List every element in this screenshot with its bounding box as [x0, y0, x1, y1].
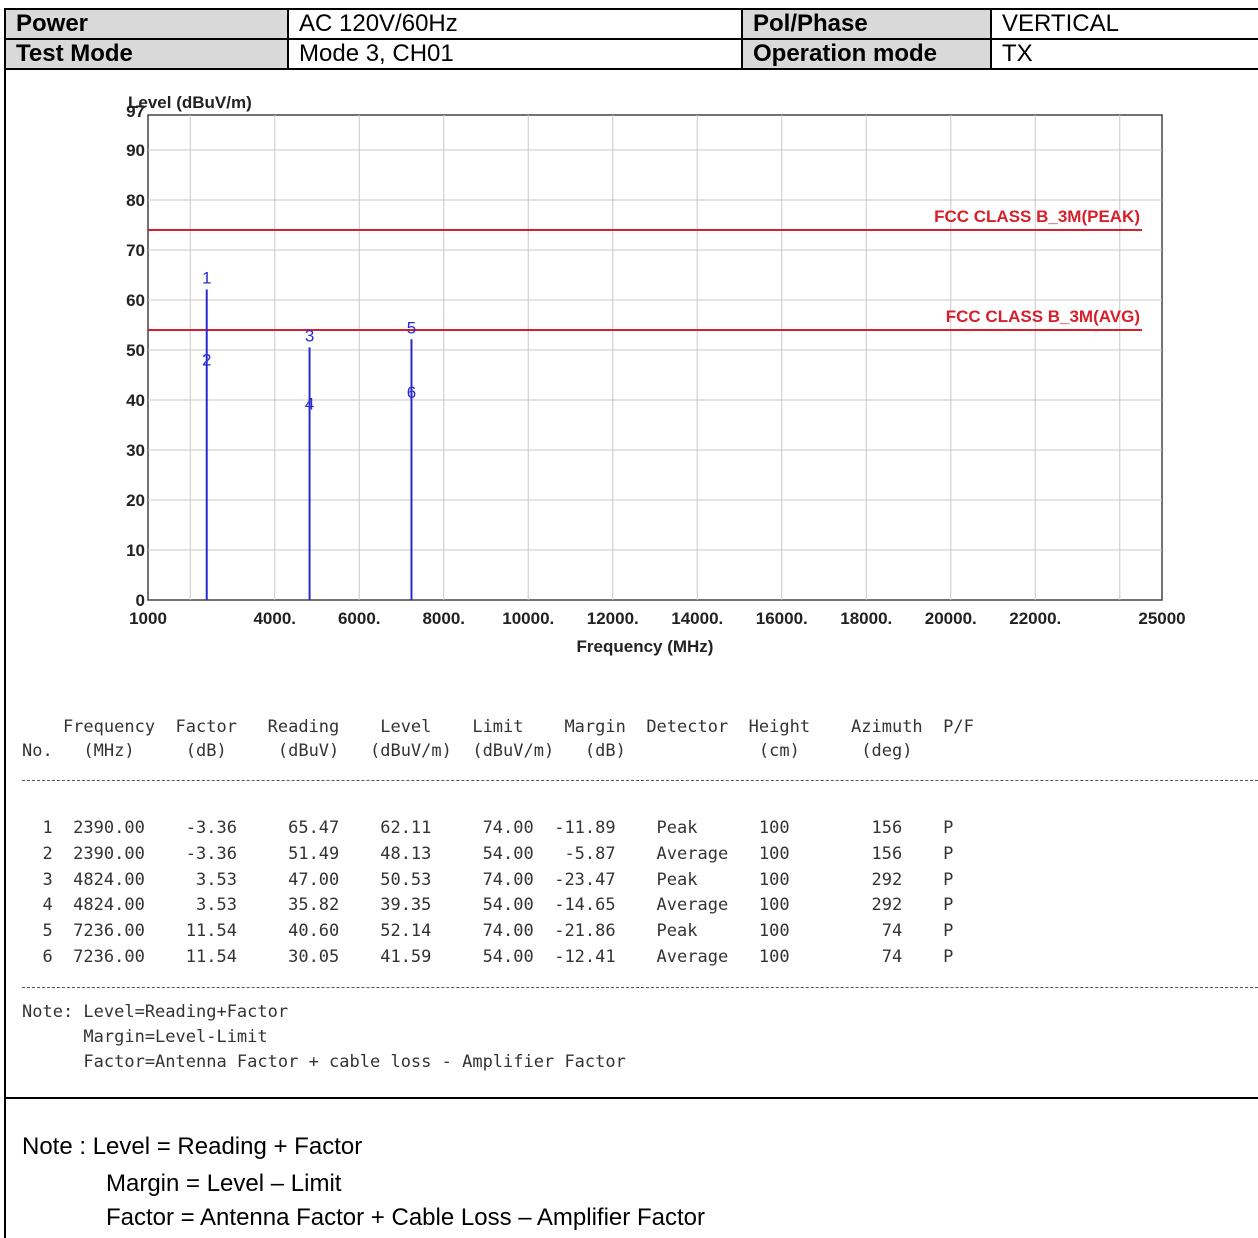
header-row-2: Test Mode Mode 3, CH01 Operation mode TX	[4, 38, 1258, 70]
x-tick-label: 14000.	[671, 609, 723, 628]
limit-label: FCC CLASS B_3M(AVG)	[946, 307, 1140, 326]
y-tick-label: 50	[126, 341, 145, 360]
bottom-note-line-2: Margin = Level – Limit	[106, 1170, 342, 1197]
x-tick-label: 4000.	[253, 609, 296, 628]
table-row: 5 7236.00 11.54 40.60 52.14 74.00 -21.86…	[22, 921, 954, 942]
chart-grid	[148, 115, 1162, 600]
x-tick-label: 12000.	[587, 609, 639, 628]
table-note-line-3: Factor=Antenna Factor + cable loss - Amp…	[22, 1052, 626, 1072]
x-tick-label: 1000	[129, 609, 167, 628]
header-row-1: Power AC 120V/60Hz Pol/Phase VERTICAL	[4, 8, 1258, 40]
marker-label: 3	[305, 326, 314, 345]
y-tick-label: 10	[126, 541, 145, 560]
x-tick-label: 25000	[1138, 609, 1185, 628]
marker-label: 4	[305, 394, 314, 413]
y-axis-label: Level (dBuV/m)	[128, 93, 252, 112]
table-row: 6 7236.00 11.54 30.05 41.59 54.00 -12.41…	[22, 947, 954, 967]
power-value: AC 120V/60Hz	[287, 8, 743, 40]
marker-label: 5	[407, 318, 416, 337]
table-header-line-1: Frequency Factor Reading Level Limit Mar…	[22, 717, 974, 737]
y-tick-label: 97	[126, 102, 145, 121]
operation-mode-label: Operation mode	[741, 38, 992, 70]
marker-lines: 1 2 3 4 5 6	[202, 268, 416, 600]
pol-phase-label: Pol/Phase	[741, 8, 992, 40]
bottom-note-line-1: Note : Level = Reading + Factor	[22, 1133, 363, 1160]
y-tick-labels: 0 10 20 30 40 50 60 70 80 90 97	[126, 102, 145, 610]
y-tick-label: 90	[126, 141, 145, 160]
operation-mode-value: TX	[990, 38, 1258, 70]
table-top-divider	[22, 780, 1258, 781]
test-mode-value: Mode 3, CH01	[287, 38, 743, 70]
y-tick-label: 40	[126, 391, 145, 410]
x-tick-label: 16000.	[756, 609, 808, 628]
page-left-border	[4, 70, 6, 1238]
section-divider	[4, 1097, 1258, 1099]
table-row: 1 2390.00 -3.36 65.47 62.11 74.00 -11.89…	[22, 818, 954, 838]
y-tick-label: 20	[126, 491, 145, 510]
marker-label: 1	[202, 268, 211, 287]
x-tick-label: 20000.	[925, 609, 977, 628]
marker-label: 6	[407, 383, 416, 402]
table-note-line-1: Note: Level=Reading+Factor	[22, 1002, 289, 1022]
table-row: 2 2390.00 -3.36 51.49 48.13 54.00 -5.87 …	[22, 843, 954, 864]
emission-chart: FCC CLASS B_3M(PEAK)FCC CLASS B_3M(AVG) …	[126, 93, 1186, 656]
x-tick-label: 8000.	[422, 609, 465, 628]
pol-phase-value: VERTICAL	[990, 8, 1258, 40]
table-row: 4 4824.00 3.53 35.82 39.35 54.00 -14.65 …	[22, 895, 954, 916]
x-tick-label: 18000.	[840, 609, 892, 628]
table-header-line-2: No. (MHz) (dB) (dBuV) (dBuV/m) (dBuV/m) …	[22, 741, 913, 761]
table-note-line-2: Margin=Level-Limit	[22, 1027, 268, 1047]
y-tick-label: 30	[126, 441, 145, 460]
y-tick-label: 70	[126, 241, 145, 260]
plot-area	[147, 114, 1163, 601]
marker-label: 2	[202, 350, 211, 369]
x-axis-label: Frequency (MHz)	[577, 637, 714, 656]
x-tick-label: 10000.	[502, 609, 554, 628]
bottom-note-line-3: Factor = Antenna Factor + Cable Loss – A…	[106, 1204, 705, 1231]
table-bottom-divider	[22, 987, 1258, 988]
table-row: 3 4824.00 3.53 47.00 50.53 74.00 -23.47 …	[22, 869, 954, 890]
power-label: Power	[4, 8, 289, 40]
test-info-table: Power AC 120V/60Hz Pol/Phase VERTICAL Te…	[4, 8, 1258, 70]
x-tick-labels: 1000 4000. 6000. 8000. 10000. 12000. 14000. 160…	[129, 609, 1186, 628]
test-mode-label: Test Mode	[4, 38, 289, 70]
y-tick-label: 60	[126, 291, 145, 310]
y-tick-label: 80	[126, 191, 145, 210]
x-tick-label: 6000.	[338, 609, 381, 628]
limit-lines: FCC CLASS B_3M(PEAK) FCC CLASS B_3M(AVG)	[148, 207, 1142, 331]
y-tick-label: 0	[136, 591, 145, 610]
x-tick-label: 22000.	[1009, 609, 1061, 628]
limit-label: FCC CLASS B_3M(PEAK)	[934, 207, 1140, 226]
